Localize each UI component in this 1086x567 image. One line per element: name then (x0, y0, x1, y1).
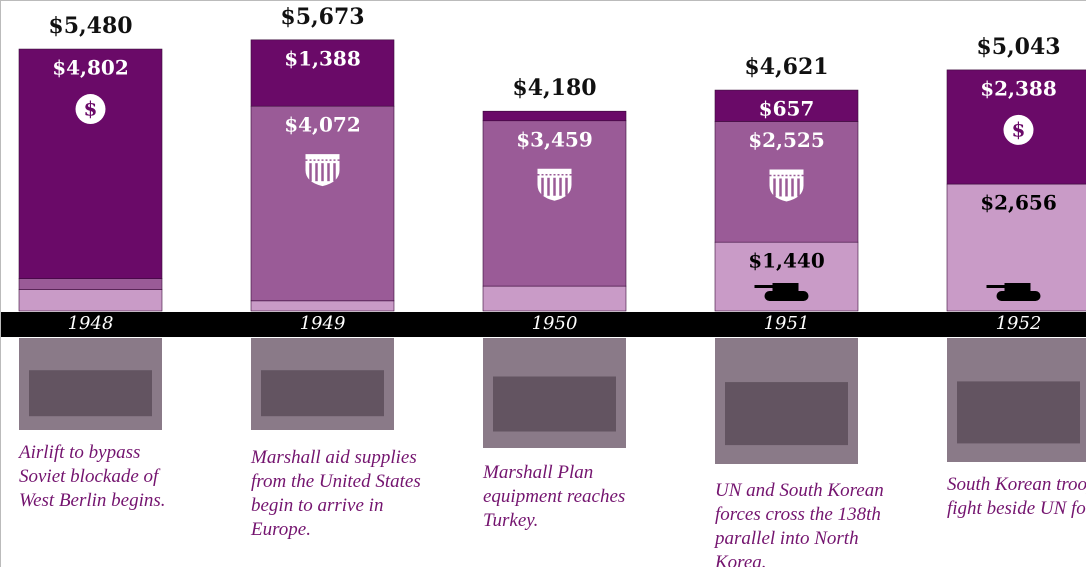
icon-shape (1005, 283, 1031, 292)
icon-shape (773, 283, 799, 292)
value-label: $657 (759, 97, 815, 121)
caption: Airlift to bypass Soviet blockade of Wes… (19, 441, 189, 513)
value-label: $1,388 (284, 46, 361, 70)
bar-segment (483, 111, 626, 121)
value-label: $2,656 (980, 191, 1057, 215)
value-label: $1,440 (748, 249, 825, 273)
caption: South Korean troops fight beside UN forc… (947, 473, 1086, 521)
icon-shape: $ (1012, 117, 1026, 141)
segment-icon: $ (1004, 115, 1034, 145)
icon-shape: $ (84, 97, 98, 121)
value-label: $4,802 (52, 56, 129, 80)
year-label: 1949 (300, 313, 346, 334)
year-label: 1950 (532, 313, 578, 334)
total-label: $5,480 (48, 13, 132, 39)
total-label: $5,673 (280, 4, 364, 30)
caption: Marshall aid supplies from the United St… (251, 446, 421, 542)
segment-icon: $ (76, 94, 106, 124)
value-label: $3,459 (516, 127, 593, 151)
icon-shape (987, 285, 1007, 288)
photo-detail (725, 382, 848, 445)
value-label: $2,388 (980, 76, 1057, 100)
icon-shape (755, 285, 775, 288)
bar-segment (19, 290, 162, 311)
value-label: $4,072 (284, 113, 361, 137)
caption: UN and South Korean forces cross the 138… (715, 479, 885, 567)
year-label: 1948 (68, 313, 114, 334)
photo-detail (261, 370, 384, 416)
infographic: $4,802 $ $5,480 1948 $4,072 $1,388 $5,673 1949 $… (0, 0, 1086, 567)
photo-detail (29, 370, 152, 416)
bar-segment (19, 279, 162, 290)
photo-detail (957, 381, 1080, 443)
icon-shape (765, 291, 809, 301)
icon-shape (997, 291, 1041, 301)
total-label: $4,621 (744, 54, 828, 80)
caption: Marshall Plan equipment reaches Turkey. (483, 461, 653, 533)
total-label: $4,180 (512, 75, 596, 101)
value-label: $2,525 (748, 128, 825, 152)
photo-detail (493, 377, 616, 432)
bar-segment (19, 49, 162, 279)
bar-segment (483, 286, 626, 311)
year-label: 1951 (764, 313, 810, 334)
bar-segment (251, 301, 394, 311)
total-label: $5,043 (976, 34, 1060, 60)
year-label: 1952 (996, 313, 1042, 334)
